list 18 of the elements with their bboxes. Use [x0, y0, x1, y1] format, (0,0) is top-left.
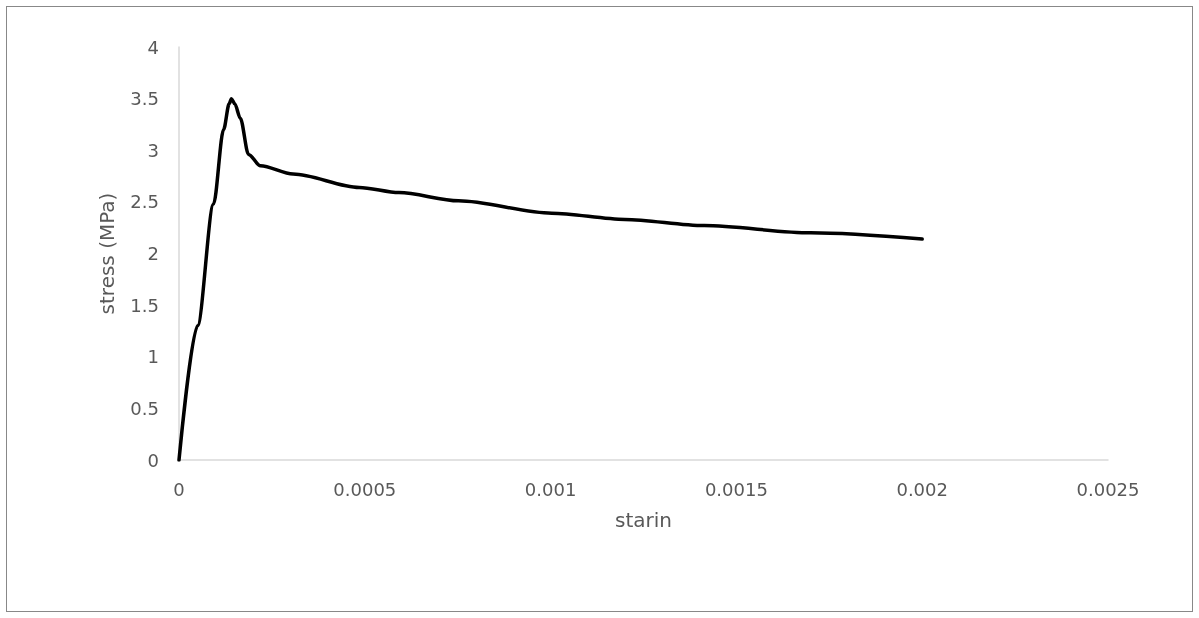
x-tick-label: 0.002	[896, 478, 948, 500]
x-axis-title: starin	[615, 508, 672, 532]
y-tick-label: 0	[147, 449, 159, 471]
y-axis-title: stress (MPa)	[95, 192, 119, 315]
y-tick-label: 4	[147, 36, 159, 58]
y-tick-label: 2	[147, 243, 159, 264]
y-tick-label: 1	[147, 346, 159, 368]
x-tick-label: 0.001	[524, 478, 577, 500]
y-tick-label: 2.5	[130, 191, 159, 213]
y-tick-label: 3.5	[130, 88, 159, 110]
x-tick-label: 0.0005	[333, 478, 397, 500]
y-tick-label: 0.5	[130, 397, 159, 419]
line-series	[177, 96, 924, 462]
y-tick-label: 1.5	[130, 294, 159, 316]
x-tick-label: 0	[173, 478, 185, 500]
x-tick-label: 0.0015	[704, 478, 768, 500]
x-tick-label: 0.0025	[1076, 478, 1140, 500]
y-tick-label: 3	[147, 139, 159, 161]
